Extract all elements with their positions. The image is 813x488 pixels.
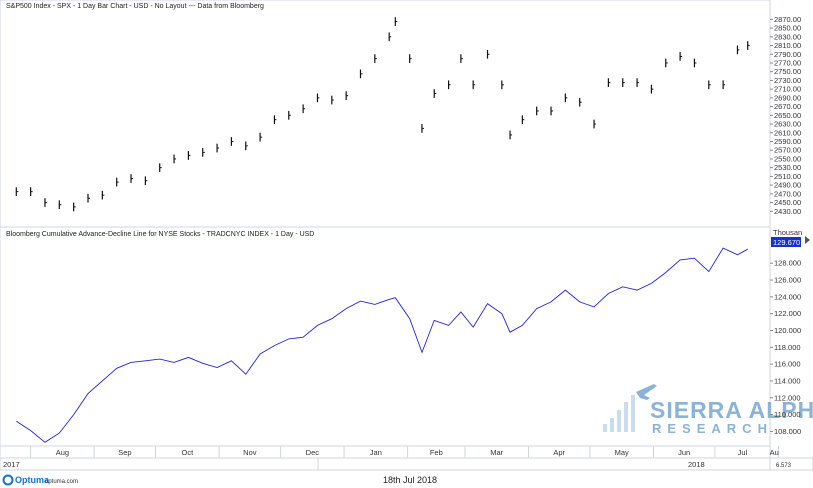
month-axis: Aug Sep Oct Nov Dec Jan Feb Mar Apr May Jun Jul Au — [30, 446, 779, 458]
top-axis-tick-label: 2790.00 — [774, 50, 801, 59]
top-axis-tick-label: 2590.00 — [774, 137, 801, 146]
last-value-label: 129.670 — [773, 238, 800, 247]
corner-value: 6.573 — [776, 463, 792, 469]
watermark-bar-2 — [610, 418, 614, 432]
year-label-right: 2018 — [688, 460, 705, 469]
top-axis-tick-label: 2730.00 — [774, 76, 801, 85]
collapse-arrow-icon[interactable] — [805, 236, 810, 244]
watermark-bar-1 — [603, 424, 607, 432]
month-label: Mar — [490, 448, 503, 457]
bottom-panel-title: Bloomberg Cumulative Advance-Decline Lin… — [6, 231, 314, 238]
top-axis-tick-label: 2810.00 — [774, 41, 801, 50]
top-axis-tick-label: 2450.00 — [774, 198, 801, 207]
bottom-axis-tick-label: 112.000 — [774, 393, 801, 402]
top-axis-tick-label: 2710.00 — [774, 85, 801, 94]
corner-box — [769, 457, 813, 471]
top-axis-tick-label: 2650.00 — [774, 111, 801, 120]
bottom-panel-frame — [0, 226, 771, 447]
top-axis-tick-label: 2750.00 — [774, 67, 801, 76]
month-label: Jul — [738, 448, 748, 457]
top-axis-tick-label: 2670.00 — [774, 102, 801, 111]
top-axis-tick-label: 2830.00 — [774, 32, 801, 41]
month-label: Apr — [553, 448, 565, 457]
top-axis-tick-label: 2770.00 — [774, 58, 801, 67]
top-axis-tick-label: 2690.00 — [774, 93, 801, 102]
optuma-brand: Optuma — [15, 475, 50, 485]
last-value-box — [771, 237, 801, 247]
month-label: Oct — [182, 448, 195, 457]
sierra-alpha-watermark: SIERRA ALPHA RESEARCH — [603, 384, 813, 436]
top-axis-tick-label: 2430.00 — [774, 207, 801, 216]
chart-date: 18th Jul 2018 — [383, 475, 437, 485]
month-label: Nov — [243, 448, 257, 457]
top-axis-tick-label: 2570.00 — [774, 146, 801, 155]
month-label: Jan — [370, 448, 382, 457]
bottom-axis-tick-label: 120.000 — [774, 326, 801, 335]
bottom-axis-tick-label: 118.000 — [774, 343, 801, 352]
spx-bar-series — [15, 17, 750, 212]
top-price-axis: 2870.002850.002830.002810.002790.002770.… — [770, 15, 801, 216]
watermark-bar-5 — [631, 395, 635, 432]
bottom-axis-tick-label: 110.000 — [774, 410, 801, 419]
top-axis-tick-label: 2870.00 — [774, 15, 801, 24]
advance-decline-series — [16, 247, 748, 443]
optuma-url: optuma.com — [45, 479, 78, 485]
month-label: Au — [770, 448, 779, 457]
bottom-axis-tick-label: 116.000 — [774, 360, 801, 369]
top-axis-tick-label: 2510.00 — [774, 172, 801, 181]
watermark-bar-4 — [624, 402, 628, 432]
month-label: Jun — [678, 448, 690, 457]
top-axis-tick-label: 2530.00 — [774, 163, 801, 172]
optuma-logo-icon — [2, 474, 14, 486]
year-label-left: 2017 — [3, 460, 20, 469]
optuma-logo: Optuma optuma.com — [2, 474, 78, 486]
month-axis-strip — [0, 445, 771, 459]
month-label: Sep — [118, 448, 131, 457]
top-axis-tick-label: 2850.00 — [774, 24, 801, 33]
top-axis-tick-label: 2610.00 — [774, 128, 801, 137]
top-panel-frame — [0, 0, 771, 228]
bottom-axis-unit: Thousan — [773, 228, 802, 237]
bottom-axis-tick-label: 128.000 — [774, 259, 801, 268]
month-label: Aug — [56, 448, 69, 457]
ad-line — [16, 247, 748, 443]
watermark-line-1: SIERRA ALPHA — [650, 397, 813, 423]
month-label: Feb — [430, 448, 443, 457]
bottom-axis-tick-label: 124.000 — [774, 292, 801, 301]
bottom-axis-tick-label: 114.000 — [774, 376, 801, 385]
bottom-axis-tick-label: 126.000 — [774, 276, 801, 285]
top-axis-tick-label: 2630.00 — [774, 120, 801, 129]
bottom-axis-tick-label: 122.000 — [774, 309, 801, 318]
top-axis-tick-label: 2550.00 — [774, 154, 801, 163]
top-panel-title: S&P500 Index - SPX - 1 Day Bar Chart - U… — [6, 3, 264, 10]
top-axis-tick-label: 2470.00 — [774, 189, 801, 198]
watermark-line-2: RESEARCH — [652, 421, 773, 436]
top-axis-tick-label: 2490.00 — [774, 181, 801, 190]
month-label: Dec — [306, 448, 320, 457]
bottom-axis-tick-label: 108.000 — [774, 427, 801, 436]
month-label: May — [615, 448, 629, 457]
airplane-icon — [636, 384, 657, 400]
watermark-bar-3 — [617, 410, 621, 432]
bottom-value-axis: 128.000 126.000 124.000 122.000 120.000 118.0… — [770, 259, 801, 436]
year-axis-strip — [0, 457, 771, 471]
